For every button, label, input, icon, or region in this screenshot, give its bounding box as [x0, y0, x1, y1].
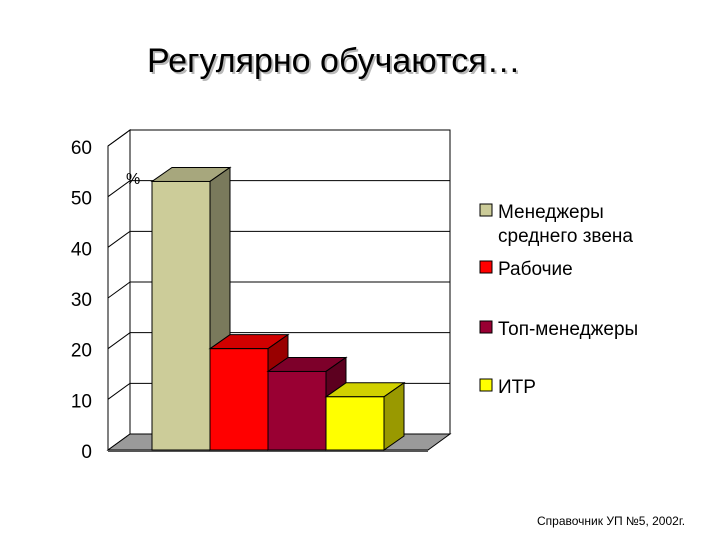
legend-swatch — [479, 378, 493, 392]
y-tick-label: 40 — [71, 239, 92, 260]
source-note: Справочник УП №5, 2002г. — [537, 514, 686, 528]
chart-title: Регулярно обучаются… — [147, 42, 521, 80]
y-tick-label: 10 — [71, 391, 92, 412]
gridline — [107, 230, 450, 248]
gridline — [107, 180, 450, 198]
legend-swatch — [479, 320, 493, 334]
legend-label: Топ-менеджеры — [498, 319, 638, 340]
bar-front — [209, 348, 269, 451]
y-tick-label: 50 — [71, 189, 92, 210]
bar-front — [267, 370, 327, 451]
legend: Менеджеры среднего звена Рабочие Топ-менедж… — [479, 202, 638, 398]
legend-label: Рабочие — [498, 259, 573, 280]
bars — [150, 166, 406, 451]
gridline — [107, 281, 450, 299]
bar-4 — [324, 381, 406, 451]
y-tick-label: 20 — [71, 341, 92, 362]
legend-label: Менеджеры — [498, 202, 604, 223]
floor-edge — [108, 450, 428, 452]
legend-label: ИТР — [498, 377, 536, 398]
gridline — [107, 129, 450, 147]
y-unit-label: % — [126, 171, 140, 188]
legend-label: среднего звена — [498, 226, 633, 247]
gridline — [107, 332, 450, 350]
y-tick-label: 30 — [71, 290, 92, 311]
legend-swatch — [479, 260, 493, 274]
legend-swatch — [479, 203, 493, 217]
y-tick-label: 0 — [81, 442, 92, 463]
bar-front — [325, 396, 385, 451]
bar-front — [151, 180, 211, 451]
y-axis-ticks: 0 10 20 30 40 50 60 — [71, 138, 92, 463]
y-tick-label: 60 — [71, 138, 92, 159]
